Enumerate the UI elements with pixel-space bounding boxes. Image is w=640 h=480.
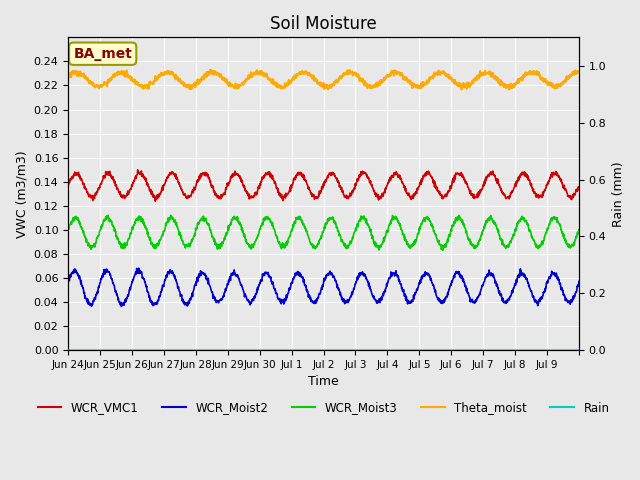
- X-axis label: Time: Time: [308, 375, 339, 388]
- Title: Soil Moisture: Soil Moisture: [270, 15, 377, 33]
- Text: BA_met: BA_met: [73, 47, 132, 60]
- Legend: WCR_VMC1, WCR_Moist2, WCR_Moist3, Theta_moist, Rain: WCR_VMC1, WCR_Moist2, WCR_Moist3, Theta_…: [33, 397, 614, 419]
- Y-axis label: VWC (m3/m3): VWC (m3/m3): [15, 150, 28, 238]
- Y-axis label: Rain (mm): Rain (mm): [612, 161, 625, 227]
